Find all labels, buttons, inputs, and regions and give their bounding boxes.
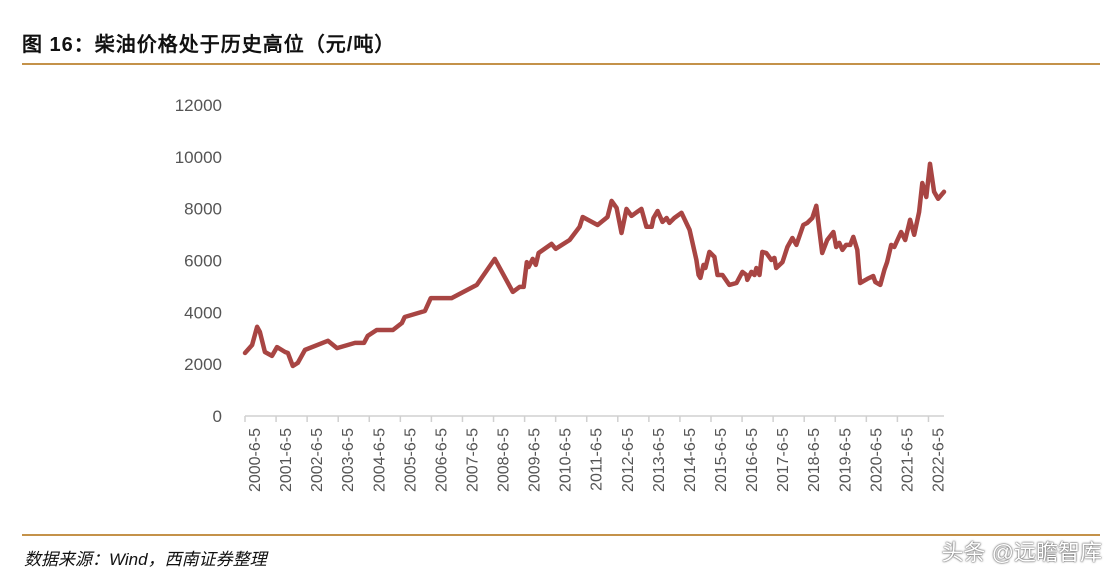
series-line-diesel-price xyxy=(242,161,947,369)
y-tick-label: 12000 xyxy=(175,96,222,115)
footer-rule xyxy=(22,534,1100,536)
y-tick-label: 6000 xyxy=(184,252,222,271)
x-tick-label: 2006-6-5 xyxy=(433,428,450,492)
x-tick-label: 2013-6-5 xyxy=(651,428,668,492)
watermark: 头条 @远瞻智库 xyxy=(941,540,1102,565)
x-tick-label: 2016-6-5 xyxy=(744,428,761,492)
y-tick-label: 8000 xyxy=(184,200,222,219)
y-tick-label: 4000 xyxy=(184,303,222,322)
source-note: 数据来源：Wind，西南证券整理 xyxy=(24,550,267,569)
x-tick-label: 2003-6-5 xyxy=(340,428,357,492)
x-tick-label: 2014-6-5 xyxy=(682,428,699,492)
x-tick-label: 2007-6-5 xyxy=(464,428,481,492)
x-tick-label: 2001-6-5 xyxy=(278,428,295,492)
title-rule xyxy=(22,63,1100,65)
x-tick-label: 2011-6-5 xyxy=(589,428,606,491)
x-tick-label: 2004-6-5 xyxy=(371,428,388,492)
x-tick-label: 2021-6-5 xyxy=(899,428,916,492)
x-tick-label: 2002-6-5 xyxy=(309,428,326,492)
x-tick-label: 2008-6-5 xyxy=(496,428,513,492)
y-tick-label: 10000 xyxy=(175,148,222,167)
x-tick-label: 2018-6-5 xyxy=(806,428,823,492)
x-tick-label: 2010-6-5 xyxy=(558,428,575,492)
x-tick-label: 2017-6-5 xyxy=(775,428,792,492)
x-tick-label: 2015-6-5 xyxy=(713,428,730,492)
x-tick-label: 2020-6-5 xyxy=(868,428,885,492)
x-tick-label: 2019-6-5 xyxy=(837,428,854,492)
x-tick-label: 2022-6-5 xyxy=(930,428,947,492)
y-tick-label: 2000 xyxy=(184,355,222,374)
figure-title: 图 16：柴油价格处于历史高位（元/吨） xyxy=(22,34,396,56)
x-tick-label: 2000-6-5 xyxy=(247,428,264,492)
x-tick-label: 2005-6-5 xyxy=(402,428,419,492)
x-tick-label: 2009-6-5 xyxy=(527,428,544,492)
y-tick-label: 0 xyxy=(213,407,222,426)
x-tick-label: 2012-6-5 xyxy=(620,428,637,492)
